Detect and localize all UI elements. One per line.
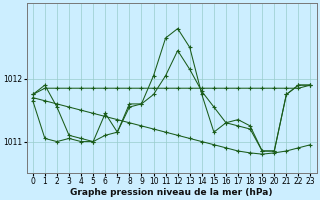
X-axis label: Graphe pression niveau de la mer (hPa): Graphe pression niveau de la mer (hPa) <box>70 188 273 197</box>
